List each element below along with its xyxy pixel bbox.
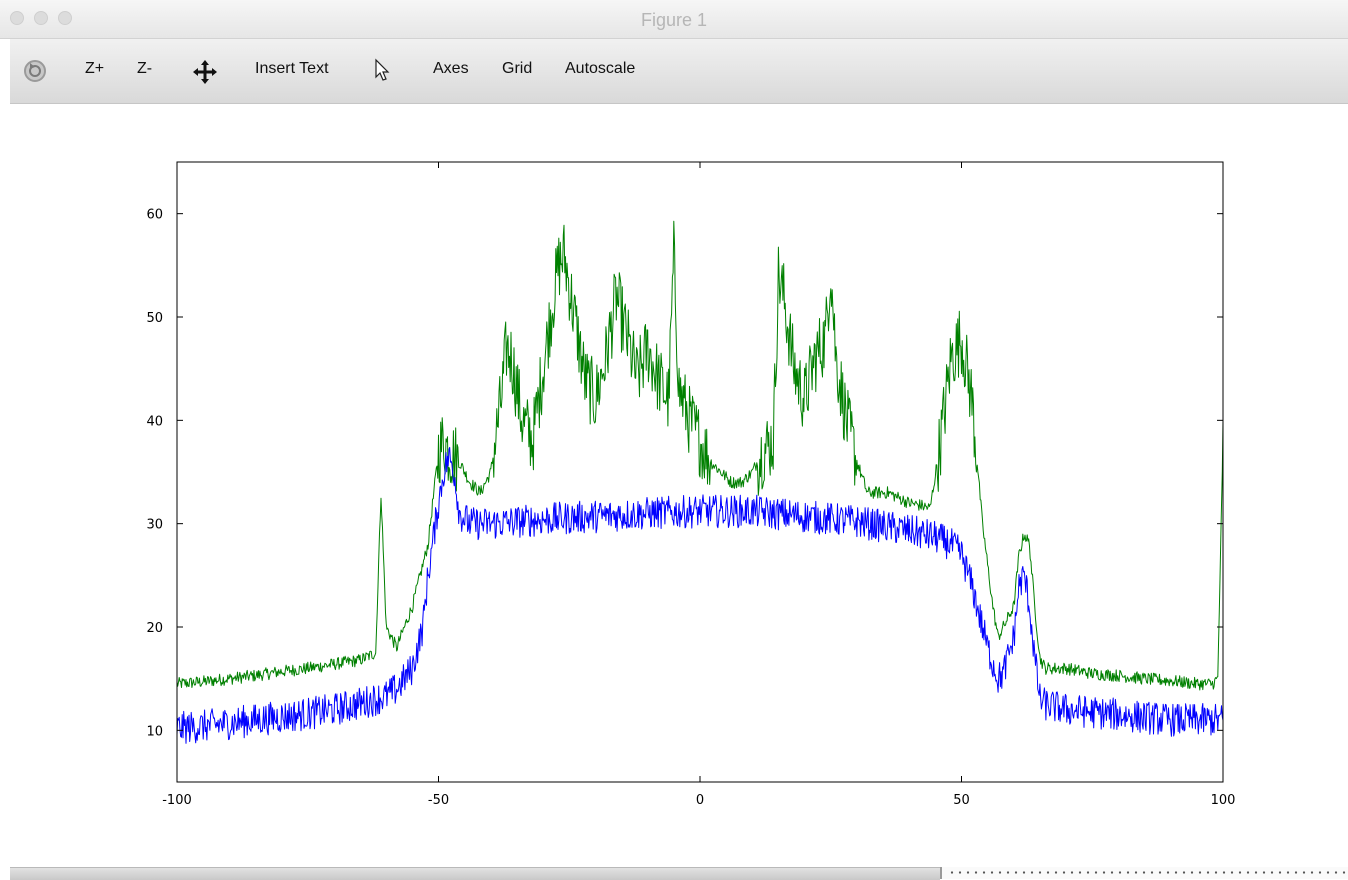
window-titlebar: Figure 1 [0, 0, 1348, 39]
zoom-window-button[interactable] [58, 11, 72, 25]
series-green-line [176, 220, 1224, 691]
status-bar [10, 867, 940, 880]
series-blue-line [176, 446, 1224, 744]
x-tick-label: 0 [696, 793, 704, 808]
zoom-out-button[interactable]: Z- [137, 60, 153, 77]
y-tick-label: 20 [146, 621, 163, 636]
plot-figure[interactable]: -100 -50 0 50 100 10 20 30 40 50 60 [0, 104, 1348, 864]
grid-button[interactable]: Grid [502, 60, 533, 77]
resize-handle[interactable] [940, 867, 1348, 879]
series-layer [176, 220, 1224, 744]
y-tick-label: 30 [146, 518, 163, 533]
close-window-button[interactable] [10, 11, 24, 25]
insert-text-button[interactable]: Insert Text [255, 60, 329, 77]
axes-button[interactable]: Axes [433, 60, 469, 77]
minimize-window-button[interactable] [34, 11, 48, 25]
y-tick-label: 10 [146, 724, 163, 739]
window-title: Figure 1 [640, 10, 708, 30]
x-tick-label: -50 [428, 793, 449, 808]
zoom-in-button[interactable]: Z+ [85, 60, 105, 77]
pan-icon[interactable] [191, 58, 219, 91]
x-tick-label: 100 [1211, 793, 1236, 808]
y-tick-label: 50 [146, 311, 163, 326]
x-tick-label: -100 [162, 793, 192, 808]
select-pointer-icon[interactable] [374, 58, 392, 89]
rotate-icon[interactable] [22, 58, 48, 89]
tick-layer: -100 -50 0 50 100 10 20 30 40 50 60 [146, 162, 1235, 808]
y-tick-label: 60 [146, 208, 163, 223]
x-tick-label: 50 [953, 793, 970, 808]
toolbar: Z+ Z- Insert Text Axes Grid Autoscale [10, 39, 1348, 104]
y-tick-label: 40 [146, 414, 163, 429]
autoscale-button[interactable]: Autoscale [565, 60, 636, 77]
